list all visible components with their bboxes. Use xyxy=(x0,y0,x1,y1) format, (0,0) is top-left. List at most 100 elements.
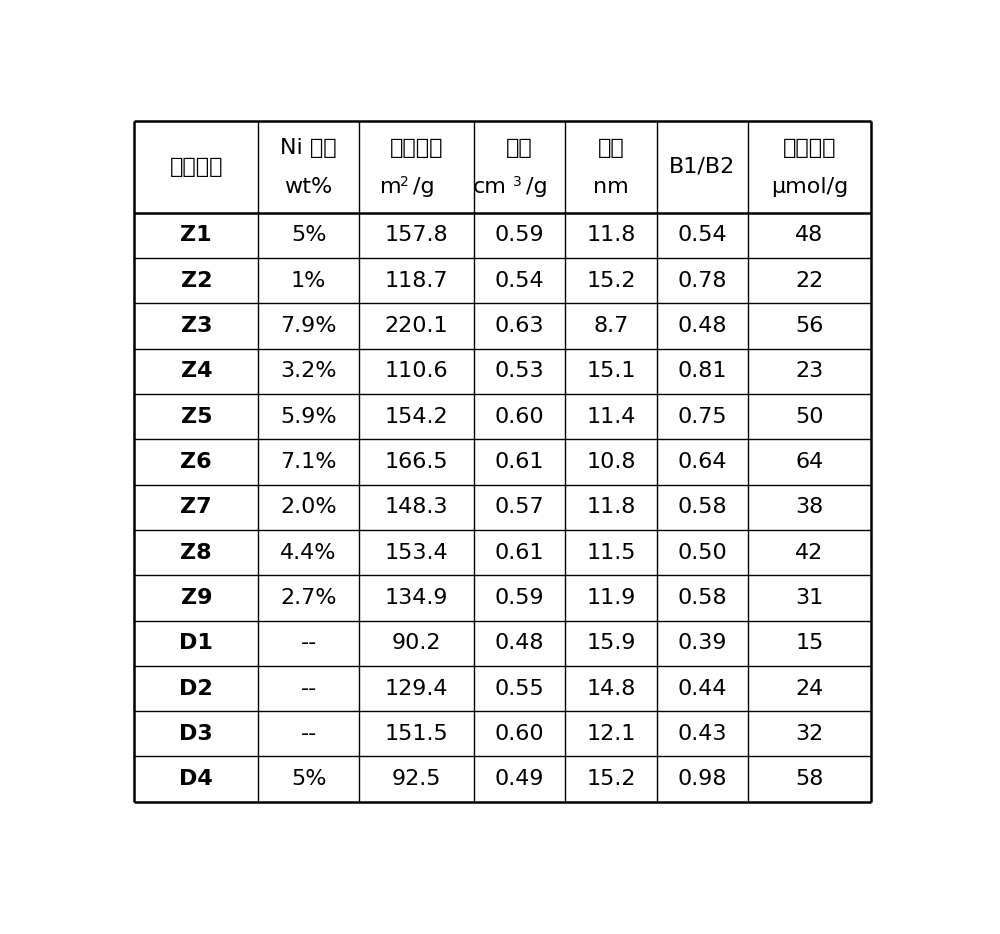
Text: 11.8: 11.8 xyxy=(586,225,636,246)
Text: 11.5: 11.5 xyxy=(586,543,636,562)
Text: 2.0%: 2.0% xyxy=(280,497,337,517)
Text: 90.2: 90.2 xyxy=(392,633,441,653)
Text: 0.78: 0.78 xyxy=(678,271,727,290)
Text: D4: D4 xyxy=(179,769,213,789)
Text: 0.54: 0.54 xyxy=(495,271,544,290)
Text: 比表面积: 比表面积 xyxy=(390,138,443,159)
Text: 0.75: 0.75 xyxy=(678,406,727,427)
Text: 31: 31 xyxy=(795,587,823,608)
Text: 38: 38 xyxy=(795,497,823,517)
Text: 15.2: 15.2 xyxy=(586,271,636,290)
Text: wt%: wt% xyxy=(285,177,333,197)
Text: 148.3: 148.3 xyxy=(385,497,448,517)
Text: 24: 24 xyxy=(795,678,823,699)
Text: 23: 23 xyxy=(795,361,823,381)
Text: D1: D1 xyxy=(179,633,213,653)
Text: 110.6: 110.6 xyxy=(385,361,448,381)
Text: Z6: Z6 xyxy=(180,452,212,472)
Text: 48: 48 xyxy=(795,225,823,246)
Text: 0.54: 0.54 xyxy=(678,225,727,246)
Text: 14.8: 14.8 xyxy=(586,678,636,699)
Text: /g: /g xyxy=(526,177,547,197)
Text: m: m xyxy=(380,177,401,197)
Text: B1/B2: B1/B2 xyxy=(669,157,736,177)
Text: 157.8: 157.8 xyxy=(385,225,448,246)
Text: 0.61: 0.61 xyxy=(495,452,544,472)
Text: 红外酸度: 红外酸度 xyxy=(783,138,836,159)
Text: 22: 22 xyxy=(795,271,823,290)
Text: 0.64: 0.64 xyxy=(678,452,727,472)
Text: 166.5: 166.5 xyxy=(385,452,448,472)
Text: 15: 15 xyxy=(795,633,824,653)
Text: 5.9%: 5.9% xyxy=(280,406,337,427)
Text: 5%: 5% xyxy=(291,225,326,246)
Text: 3: 3 xyxy=(513,175,522,189)
Text: 0.58: 0.58 xyxy=(678,587,727,608)
Text: 129.4: 129.4 xyxy=(385,678,448,699)
Text: 0.43: 0.43 xyxy=(678,724,727,743)
Text: 5%: 5% xyxy=(291,769,326,789)
Text: /g: /g xyxy=(413,177,434,197)
Text: 64: 64 xyxy=(795,452,823,472)
Text: 11.4: 11.4 xyxy=(586,406,636,427)
Text: cm: cm xyxy=(473,177,506,197)
Text: 0.53: 0.53 xyxy=(495,361,544,381)
Text: 0.61: 0.61 xyxy=(495,543,544,562)
Text: 0.59: 0.59 xyxy=(495,587,544,608)
Text: D2: D2 xyxy=(179,678,213,699)
Text: 11.8: 11.8 xyxy=(586,497,636,517)
Text: --: -- xyxy=(301,678,317,699)
Text: 58: 58 xyxy=(795,769,824,789)
Text: 0.48: 0.48 xyxy=(678,316,727,336)
Text: 15.2: 15.2 xyxy=(586,769,636,789)
Text: 0.98: 0.98 xyxy=(678,769,727,789)
Text: μmol/g: μmol/g xyxy=(771,177,848,197)
Text: 0.44: 0.44 xyxy=(678,678,727,699)
Text: 0.48: 0.48 xyxy=(495,633,544,653)
Text: 孔容: 孔容 xyxy=(506,138,533,159)
Text: --: -- xyxy=(301,724,317,743)
Text: --: -- xyxy=(301,633,317,653)
Text: 42: 42 xyxy=(795,543,823,562)
Text: 151.5: 151.5 xyxy=(385,724,448,743)
Text: 32: 32 xyxy=(795,724,823,743)
Text: Z1: Z1 xyxy=(180,225,212,246)
Text: 56: 56 xyxy=(795,316,824,336)
Text: 12.1: 12.1 xyxy=(586,724,636,743)
Text: Z9: Z9 xyxy=(181,587,212,608)
Text: 154.2: 154.2 xyxy=(385,406,448,427)
Text: 0.50: 0.50 xyxy=(678,543,727,562)
Text: Ni 含量: Ni 含量 xyxy=(280,138,337,159)
Text: 10.8: 10.8 xyxy=(586,452,636,472)
Text: 220.1: 220.1 xyxy=(385,316,448,336)
Text: 8.7: 8.7 xyxy=(593,316,629,336)
Text: 2.7%: 2.7% xyxy=(280,587,337,608)
Text: 15.1: 15.1 xyxy=(586,361,636,381)
Text: Z2: Z2 xyxy=(181,271,212,290)
Text: 0.57: 0.57 xyxy=(495,497,544,517)
Text: 孔径: 孔径 xyxy=(598,138,624,159)
Text: 11.9: 11.9 xyxy=(586,587,636,608)
Text: 0.60: 0.60 xyxy=(495,724,544,743)
Text: Z5: Z5 xyxy=(181,406,212,427)
Text: 134.9: 134.9 xyxy=(385,587,448,608)
Text: D3: D3 xyxy=(179,724,213,743)
Text: 0.59: 0.59 xyxy=(495,225,544,246)
Text: 153.4: 153.4 xyxy=(385,543,448,562)
Text: Z7: Z7 xyxy=(180,497,212,517)
Text: 0.60: 0.60 xyxy=(495,406,544,427)
Text: 0.39: 0.39 xyxy=(678,633,727,653)
Text: 0.58: 0.58 xyxy=(678,497,727,517)
Text: 15.9: 15.9 xyxy=(586,633,636,653)
Text: 7.9%: 7.9% xyxy=(280,316,337,336)
Text: 92.5: 92.5 xyxy=(392,769,441,789)
Text: 0.63: 0.63 xyxy=(495,316,544,336)
Text: 3.2%: 3.2% xyxy=(280,361,337,381)
Text: 1%: 1% xyxy=(291,271,326,290)
Text: 7.1%: 7.1% xyxy=(280,452,337,472)
Text: 2: 2 xyxy=(400,175,409,189)
Text: Z4: Z4 xyxy=(181,361,212,381)
Text: nm: nm xyxy=(593,177,629,197)
Text: 50: 50 xyxy=(795,406,824,427)
Text: 4.4%: 4.4% xyxy=(280,543,337,562)
